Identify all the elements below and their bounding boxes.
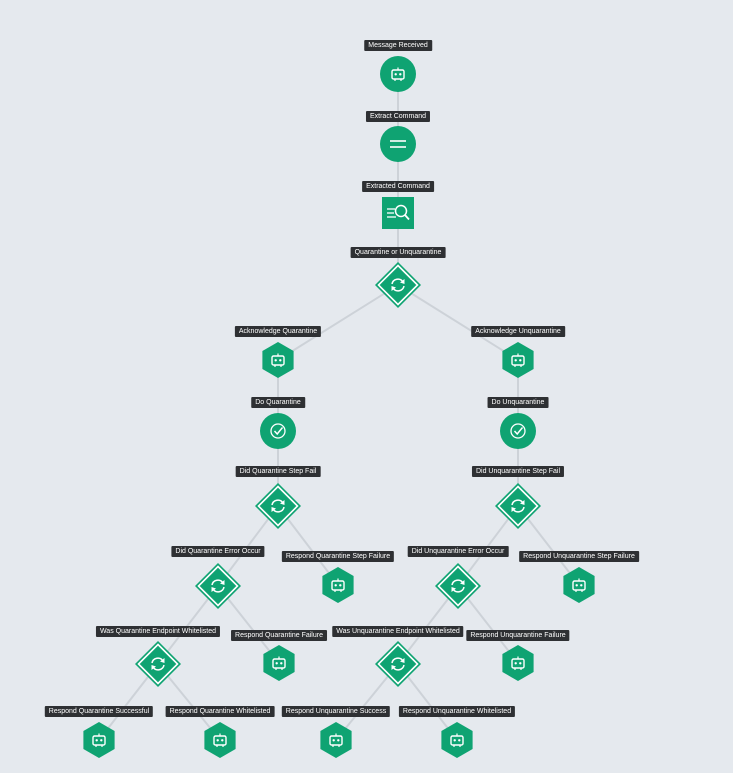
node-respond-quarantine-whitelisted[interactable] — [200, 720, 240, 760]
cycle-icon — [211, 579, 225, 593]
edge-was-quarantine-endpoint-whitelisted-to-respond-quarantine-whitelisted — [157, 663, 221, 741]
bot-icon — [450, 733, 464, 747]
diamond-node-shape — [375, 641, 421, 687]
cycle-icon — [151, 657, 165, 671]
diamond-node-shape — [435, 563, 481, 609]
circle-node-shape — [380, 126, 416, 162]
node-label-was-quarantine-endpoint-whitelisted: Was Quarantine Endpoint Whitelisted — [95, 626, 221, 637]
diamond-node-shape — [495, 483, 541, 529]
circle-node-shape — [500, 413, 536, 449]
node-was-unquarantine-endpoint-whitelisted[interactable] — [373, 639, 423, 689]
bot-icon — [271, 353, 285, 367]
node-label-message-received: Message Received — [364, 40, 432, 51]
node-acknowledge-unquarantine[interactable] — [498, 340, 538, 380]
node-label-respond-unquarantine-whitelisted: Respond Unquarantine Whitelisted — [398, 706, 516, 717]
hexagon-node-shape — [502, 342, 534, 378]
edge-quarantine-or-unquarantine-to-acknowledge-unquarantine — [397, 284, 519, 361]
node-label-respond-unquarantine-step-failure: Respond Unquarantine Step Failure — [519, 551, 639, 562]
node-label-respond-quarantine-failure: Respond Quarantine Failure — [231, 630, 327, 641]
bot-icon — [511, 353, 525, 367]
diamond-node-shape — [375, 262, 421, 308]
hexagon-node-shape — [83, 722, 115, 758]
diamond-node-shape — [195, 563, 241, 609]
hexagon-node-shape — [441, 722, 473, 758]
node-was-quarantine-endpoint-whitelisted[interactable] — [133, 639, 183, 689]
cycle-icon — [271, 499, 285, 513]
node-respond-unquarantine-success[interactable] — [316, 720, 356, 760]
bot-icon — [572, 578, 586, 592]
node-label-did-quarantine-error-occur: Did Quarantine Error Occur — [171, 546, 265, 557]
circle-node-shape — [380, 56, 416, 92]
edge-did-unquarantine-step-fail-to-respond-unquarantine-step-failure — [517, 505, 580, 586]
node-label-do-quarantine: Do Quarantine — [251, 397, 305, 408]
node-respond-unquarantine-whitelisted[interactable] — [437, 720, 477, 760]
node-label-do-unquarantine: Do Unquarantine — [487, 397, 549, 408]
node-label-was-unquarantine-endpoint-whitelisted: Was Unquarantine Endpoint Whitelisted — [332, 626, 464, 637]
hexagon-node-shape — [262, 342, 294, 378]
node-do-quarantine[interactable] — [258, 411, 298, 451]
cycle-icon — [511, 499, 525, 513]
node-did-unquarantine-error-occur[interactable] — [433, 561, 483, 611]
hexagon-node-shape — [320, 722, 352, 758]
edge-was-unquarantine-endpoint-whitelisted-to-respond-unquarantine-success — [335, 663, 399, 741]
node-acknowledge-quarantine[interactable] — [258, 340, 298, 380]
cycle-icon — [391, 657, 405, 671]
hexagon-node-shape — [204, 722, 236, 758]
check-badge-icon — [510, 423, 526, 439]
node-did-quarantine-error-occur[interactable] — [193, 561, 243, 611]
node-label-extracted-command: Extracted Command — [362, 181, 434, 192]
node-respond-unquarantine-failure[interactable] — [498, 643, 538, 683]
edge-quarantine-or-unquarantine-to-acknowledge-quarantine — [277, 284, 399, 361]
node-label-respond-quarantine-step-failure: Respond Quarantine Step Failure — [281, 551, 395, 562]
cycle-icon — [391, 278, 405, 292]
node-respond-unquarantine-step-failure[interactable] — [559, 565, 599, 605]
hexagon-node-shape — [263, 645, 295, 681]
equals-icon — [390, 140, 406, 148]
node-did-unquarantine-step-fail[interactable] — [493, 481, 543, 531]
node-quarantine-or-unquarantine[interactable] — [373, 260, 423, 310]
node-label-extract-command: Extract Command — [365, 111, 431, 122]
node-label-did-unquarantine-step-fail: Did Unquarantine Step Fail — [471, 466, 565, 477]
diamond-node-shape — [255, 483, 301, 529]
node-label-respond-quarantine-successful: Respond Quarantine Successful — [44, 706, 154, 717]
node-label-acknowledge-unquarantine: Acknowledge Unquarantine — [471, 326, 565, 337]
search-doc-icon — [387, 204, 410, 221]
edge-did-quarantine-step-fail-to-respond-quarantine-step-failure — [277, 505, 339, 586]
node-respond-quarantine-step-failure[interactable] — [318, 565, 358, 605]
cycle-icon — [451, 579, 465, 593]
hexagon-node-shape — [322, 567, 354, 603]
bot-icon — [92, 733, 106, 747]
node-respond-quarantine-failure[interactable] — [259, 643, 299, 683]
node-label-did-unquarantine-error-occur: Did Unquarantine Error Occur — [407, 546, 509, 557]
node-extracted-command[interactable] — [378, 193, 418, 233]
bot-icon — [213, 733, 227, 747]
node-label-respond-unquarantine-failure: Respond Unquarantine Failure — [466, 630, 570, 641]
node-did-quarantine-step-fail[interactable] — [253, 481, 303, 531]
bot-icon — [329, 733, 343, 747]
bot-icon — [391, 67, 405, 81]
square-node-shape — [382, 197, 414, 229]
node-message-received[interactable] — [378, 54, 418, 94]
hexagon-node-shape — [563, 567, 595, 603]
node-extract-command[interactable] — [378, 124, 418, 164]
bot-icon — [511, 656, 525, 670]
bot-icon — [331, 578, 345, 592]
bot-icon — [272, 656, 286, 670]
check-badge-icon — [270, 423, 286, 439]
node-label-respond-quarantine-whitelisted: Respond Quarantine Whitelisted — [165, 706, 275, 717]
node-do-unquarantine[interactable] — [498, 411, 538, 451]
hexagon-node-shape — [502, 645, 534, 681]
diamond-node-shape — [135, 641, 181, 687]
node-respond-quarantine-successful[interactable] — [79, 720, 119, 760]
circle-node-shape — [260, 413, 296, 449]
node-label-acknowledge-quarantine: Acknowledge Quarantine — [234, 326, 322, 337]
node-label-quarantine-or-unquarantine: Quarantine or Unquarantine — [350, 247, 446, 258]
node-label-respond-unquarantine-success: Respond Unquarantine Success — [281, 706, 391, 717]
node-label-did-quarantine-step-fail: Did Quarantine Step Fail — [235, 466, 321, 477]
